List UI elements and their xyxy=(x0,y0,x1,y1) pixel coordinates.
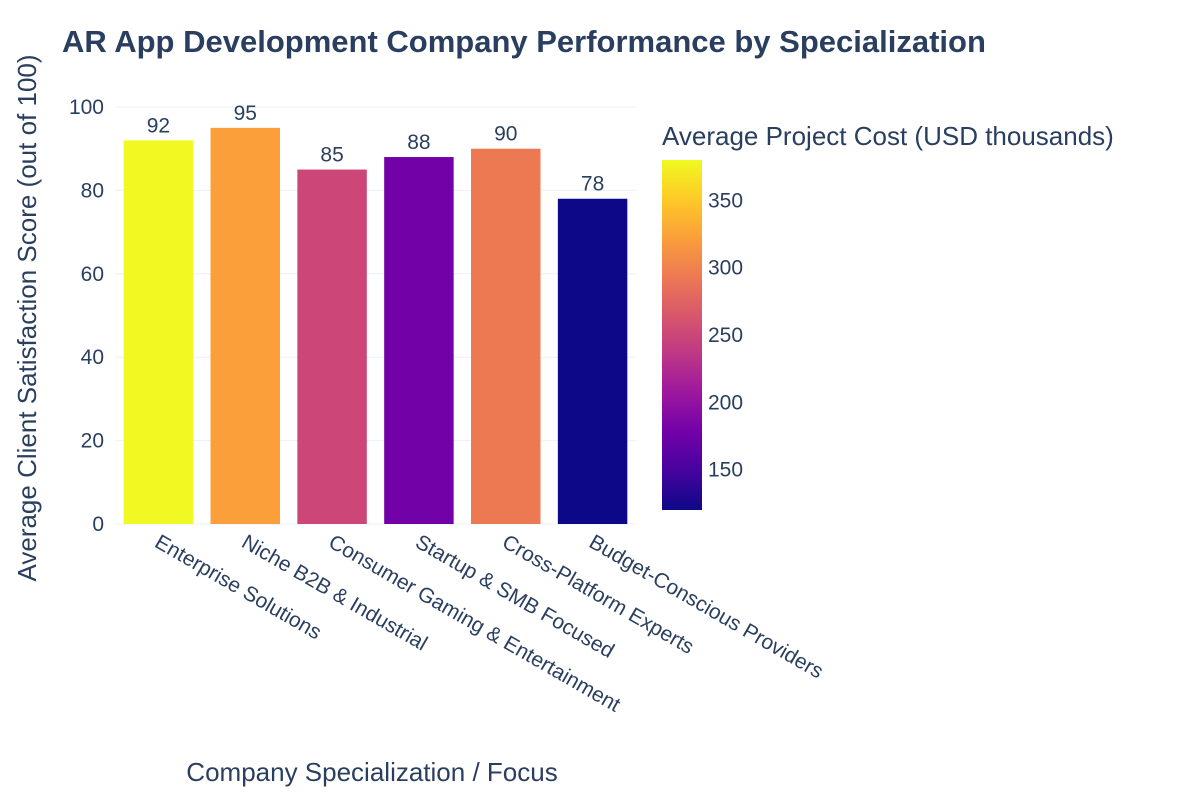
y-tick-label: 80 xyxy=(81,179,104,202)
colorbar-tick-label: 350 xyxy=(708,189,743,212)
bar xyxy=(557,198,628,525)
bar-data-label: 90 xyxy=(494,123,517,146)
bar xyxy=(123,140,194,525)
colorbar-tick-label: 300 xyxy=(708,257,743,280)
bar xyxy=(210,127,280,524)
y-tick-label: 0 xyxy=(92,513,104,536)
colorbar-ticks: 150 200 250 300 350 xyxy=(708,189,743,481)
bar xyxy=(297,169,367,525)
y-tick-label: 100 xyxy=(69,96,104,119)
colorbar-gradient xyxy=(662,160,702,510)
x-axis-title: Company Specialization / Focus xyxy=(186,757,557,787)
grid-layer xyxy=(115,106,636,525)
bar-data-label: 85 xyxy=(320,144,343,167)
y-tick-label: 60 xyxy=(81,263,104,286)
y-tick-label: 40 xyxy=(81,346,104,369)
colorbar-tick-label: 200 xyxy=(708,391,743,414)
bars-layer: 92 95 85 88 90 78 xyxy=(123,102,628,525)
colorbar-tick-label: 250 xyxy=(708,324,743,347)
colorbar-tick-label: 150 xyxy=(708,459,743,482)
bar xyxy=(384,157,454,525)
colorbar: Average Project Cost (USD thousands) 150… xyxy=(662,121,1114,510)
bar-data-label: 78 xyxy=(581,173,604,196)
colorbar-title: Average Project Cost (USD thousands) xyxy=(662,121,1114,151)
y-tick-label: 20 xyxy=(81,430,104,453)
y-axis-ticks: 0 20 40 60 80 100 xyxy=(69,96,104,536)
chart-title: AR App Development Company Performance b… xyxy=(62,24,986,59)
y-axis-title: Average Client Satisfaction Score (out o… xyxy=(12,54,42,581)
bar-data-label: 92 xyxy=(147,114,170,137)
bar-data-label: 88 xyxy=(407,131,430,154)
bar-data-label: 95 xyxy=(234,102,257,125)
x-tick-label: Enterprise Solutions xyxy=(151,530,325,644)
bar xyxy=(471,148,541,524)
